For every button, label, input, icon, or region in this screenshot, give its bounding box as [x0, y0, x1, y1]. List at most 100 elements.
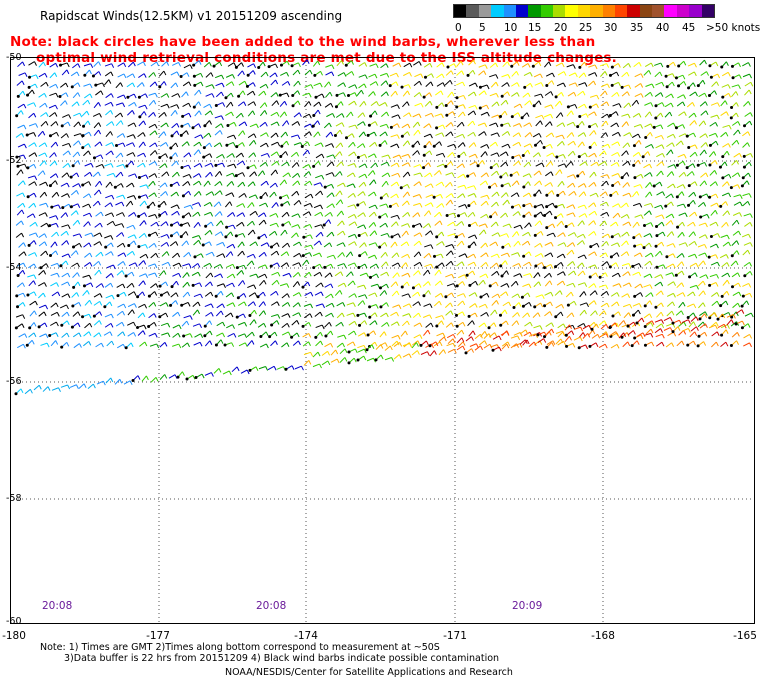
wind-barb [38, 92, 47, 98]
wind-barb [654, 62, 664, 68]
wind-barb [325, 64, 335, 70]
wind-barb [379, 72, 390, 78]
legend-swatch [602, 5, 615, 17]
wind-barb [436, 62, 445, 68]
wind-barb [225, 81, 235, 87]
wind-barb [687, 62, 697, 68]
wind-barb [521, 63, 531, 68]
wind-barb [49, 83, 59, 89]
wind-barb [247, 63, 257, 68]
legend-swatch [503, 5, 516, 17]
wind-barb [225, 74, 235, 79]
wind-barb [60, 100, 68, 106]
contamination-dot [137, 95, 141, 99]
contamination-dot [347, 94, 351, 98]
wind-barb [413, 92, 422, 98]
wind-barb [345, 71, 355, 76]
wind-barb [293, 80, 301, 87]
wind-barb [324, 81, 332, 88]
wind-barb [149, 81, 158, 87]
contamination-dot [721, 95, 725, 99]
wind-barb [203, 61, 212, 68]
lon-label: -180 [2, 630, 26, 642]
wind-barb [93, 61, 101, 67]
wind-barb [358, 62, 368, 67]
wind-barb [665, 93, 674, 99]
wind-barb [103, 79, 112, 86]
wind-barb [238, 80, 248, 86]
wind-barb [621, 71, 630, 78]
contamination-dot [158, 85, 162, 89]
wind-barb [721, 84, 731, 89]
contamination-dot [70, 85, 74, 89]
wind-barb [49, 62, 59, 68]
contamination-dot [59, 63, 63, 67]
red-note-line-1: Note: black circles have been added to t… [10, 34, 596, 50]
wind-barb [556, 82, 566, 88]
wind-barb [534, 82, 544, 87]
legend-swatch [540, 5, 553, 17]
contamination-dot [192, 63, 196, 67]
wind-barb [115, 82, 123, 89]
legend-swatch [565, 5, 578, 17]
wind-barb [677, 94, 686, 99]
wind-barb [456, 81, 466, 87]
wind-barb [402, 90, 411, 97]
wind-barb [467, 91, 477, 97]
wind-barb [325, 71, 335, 77]
legend-label: 40 [656, 22, 670, 34]
contamination-dot [58, 94, 62, 98]
legend-label: 10 [504, 22, 518, 34]
legend-swatch [614, 5, 628, 17]
lon-label: -168 [591, 630, 615, 642]
wind-barb [95, 90, 104, 96]
wind-barb [160, 93, 170, 98]
wind-barb [489, 74, 499, 79]
wind-barb [104, 63, 115, 68]
wind-barb [436, 82, 446, 87]
wind-barb [390, 90, 398, 97]
time-label: 20:08 [256, 600, 287, 612]
wind-barb [16, 80, 25, 86]
wind-barb [568, 82, 578, 88]
legend-label: 5 [479, 22, 486, 34]
wind-barb [413, 80, 422, 87]
wind-barb [83, 83, 93, 89]
wind-barb [281, 80, 291, 86]
time-label: 20:09 [512, 600, 543, 612]
contamination-dot [696, 84, 700, 88]
wind-barb [511, 70, 519, 77]
contamination-dot [234, 65, 238, 69]
wind-barb [711, 81, 719, 87]
wind-barb [227, 62, 237, 67]
wind-barb [194, 89, 202, 96]
contamination-dot [523, 85, 527, 89]
wind-barb [148, 72, 157, 78]
wind-barb [49, 92, 59, 98]
wind-barb [444, 79, 453, 86]
wind-barb [435, 90, 444, 96]
wind-barb [70, 71, 80, 77]
wind-barb [689, 91, 698, 97]
contamination-dot [466, 73, 470, 77]
wind-barb [489, 62, 499, 68]
wind-barb [589, 94, 600, 100]
wind-barb [468, 82, 478, 88]
wind-barb [744, 81, 754, 87]
wind-barb [655, 81, 665, 87]
wind-barb [501, 74, 511, 79]
wind-barb [403, 71, 412, 77]
contamination-dot [291, 94, 295, 98]
wind-barb [557, 71, 567, 76]
contamination-dot [674, 76, 678, 80]
plot-frame [10, 57, 755, 624]
contamination-dot [313, 73, 317, 77]
wind-barb [568, 72, 578, 78]
wind-barb [182, 81, 192, 87]
wind-barb [17, 61, 26, 68]
wind-barb [105, 93, 114, 99]
contamination-dot [28, 75, 32, 79]
contamination-dot [193, 83, 197, 87]
wind-barb [172, 61, 182, 67]
wind-barb [148, 92, 158, 98]
